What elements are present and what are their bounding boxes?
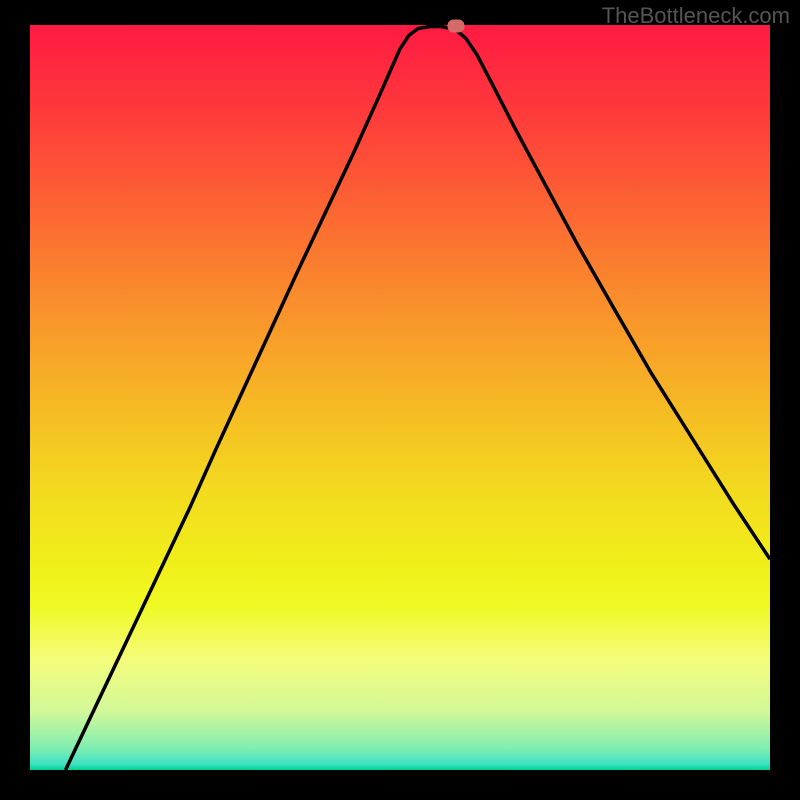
bottleneck-plot (30, 25, 770, 770)
chart-container: TheBottleneck.com (0, 0, 800, 800)
optimal-point-marker (448, 20, 465, 33)
watermark-text: TheBottleneck.com (602, 3, 790, 29)
bottleneck-curve (30, 25, 770, 770)
